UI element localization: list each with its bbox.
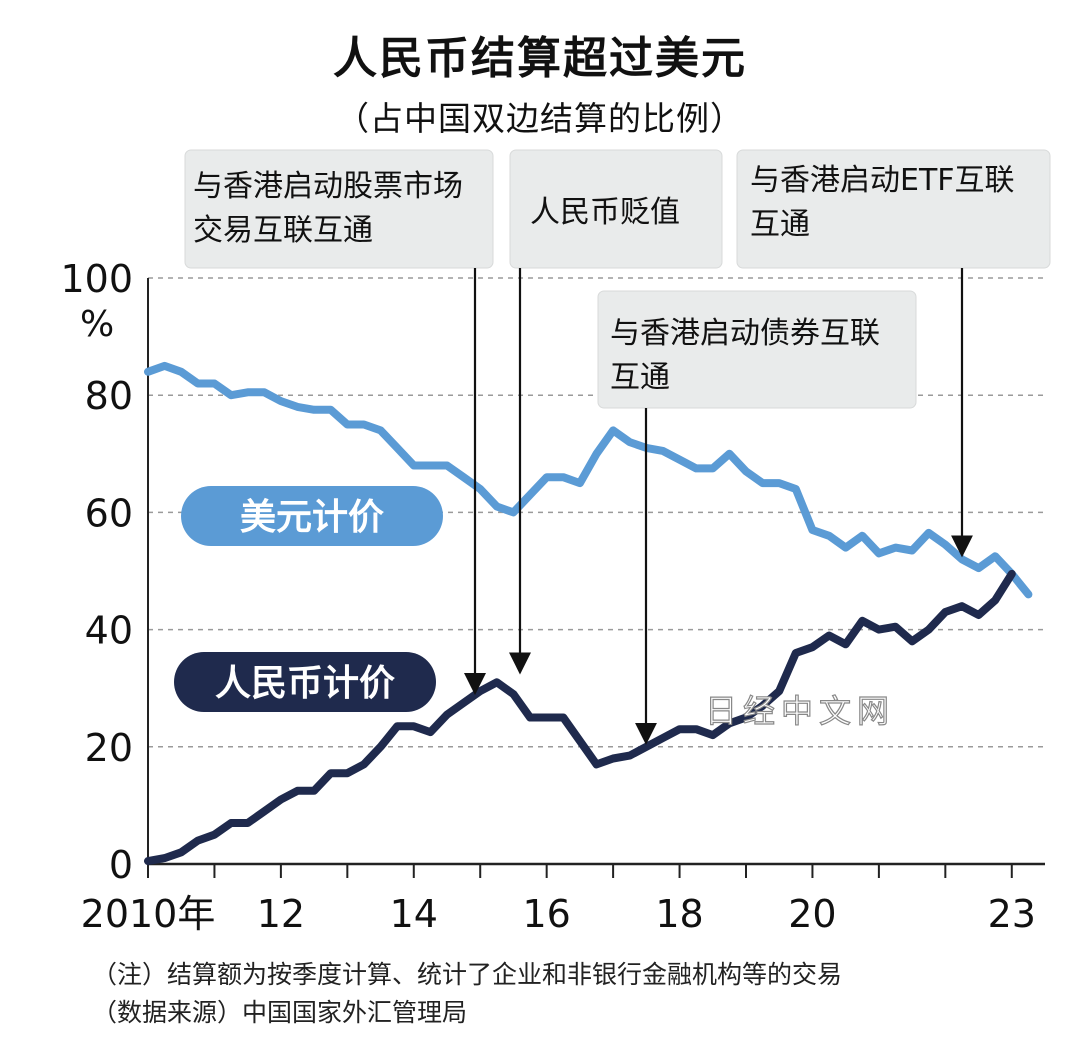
series-label-pill (181, 486, 443, 546)
chart-source: （数据来源）中国国家外汇管理局 (92, 998, 468, 1027)
series-label-pill (174, 652, 436, 712)
annotation-text: 人民币贬值 (530, 195, 680, 230)
x-tick-label: 2010年 (81, 892, 216, 936)
series-label: 人民币计价 (215, 663, 395, 704)
annotation-text: 与香港启动债券互联 (610, 316, 880, 351)
x-tick-label: 20 (788, 892, 836, 936)
x-tick-label: 14 (390, 892, 438, 936)
x-tick-label: 23 (988, 892, 1036, 936)
chart-subtitle: （占中国双边结算的比例） (336, 99, 744, 138)
x-tick-label: 16 (522, 892, 570, 936)
annotation-box (184, 149, 494, 269)
y-tick-label: 100 (60, 257, 133, 301)
watermark: 日经中文网 (705, 692, 895, 730)
usd-series-line (144, 361, 1033, 599)
y-tick-label: 20 (85, 726, 133, 770)
annotation-text: 与香港启动股票市场 (193, 169, 463, 204)
x-tick-label: 18 (655, 892, 703, 936)
annotation-text: 互通 (610, 360, 670, 395)
y-tick-label: 40 (85, 609, 133, 653)
chart-note: （注）结算额为按季度计算、统计了企业和非银行金融机构等的交易 (92, 960, 843, 989)
y-tick-label: 60 (85, 491, 133, 535)
annotation-text: 互通 (750, 207, 810, 242)
annotation-box (736, 149, 1051, 269)
y-tick-label: 0 (109, 843, 133, 887)
annotation-box (597, 290, 917, 409)
series-label: 美元计价 (240, 497, 384, 538)
x-tick-label: 12 (257, 892, 305, 936)
annotation-text: 交易互联互通 (193, 213, 373, 248)
y-tick-label: 80 (85, 374, 133, 418)
annotation-box (509, 149, 723, 269)
annotation-text: 与香港启动ETF互联 (750, 163, 1015, 198)
chart-title: 人民币结算超过美元 (333, 33, 747, 84)
y-unit-label: % (80, 304, 114, 345)
rmb-series-line (144, 569, 1016, 866)
